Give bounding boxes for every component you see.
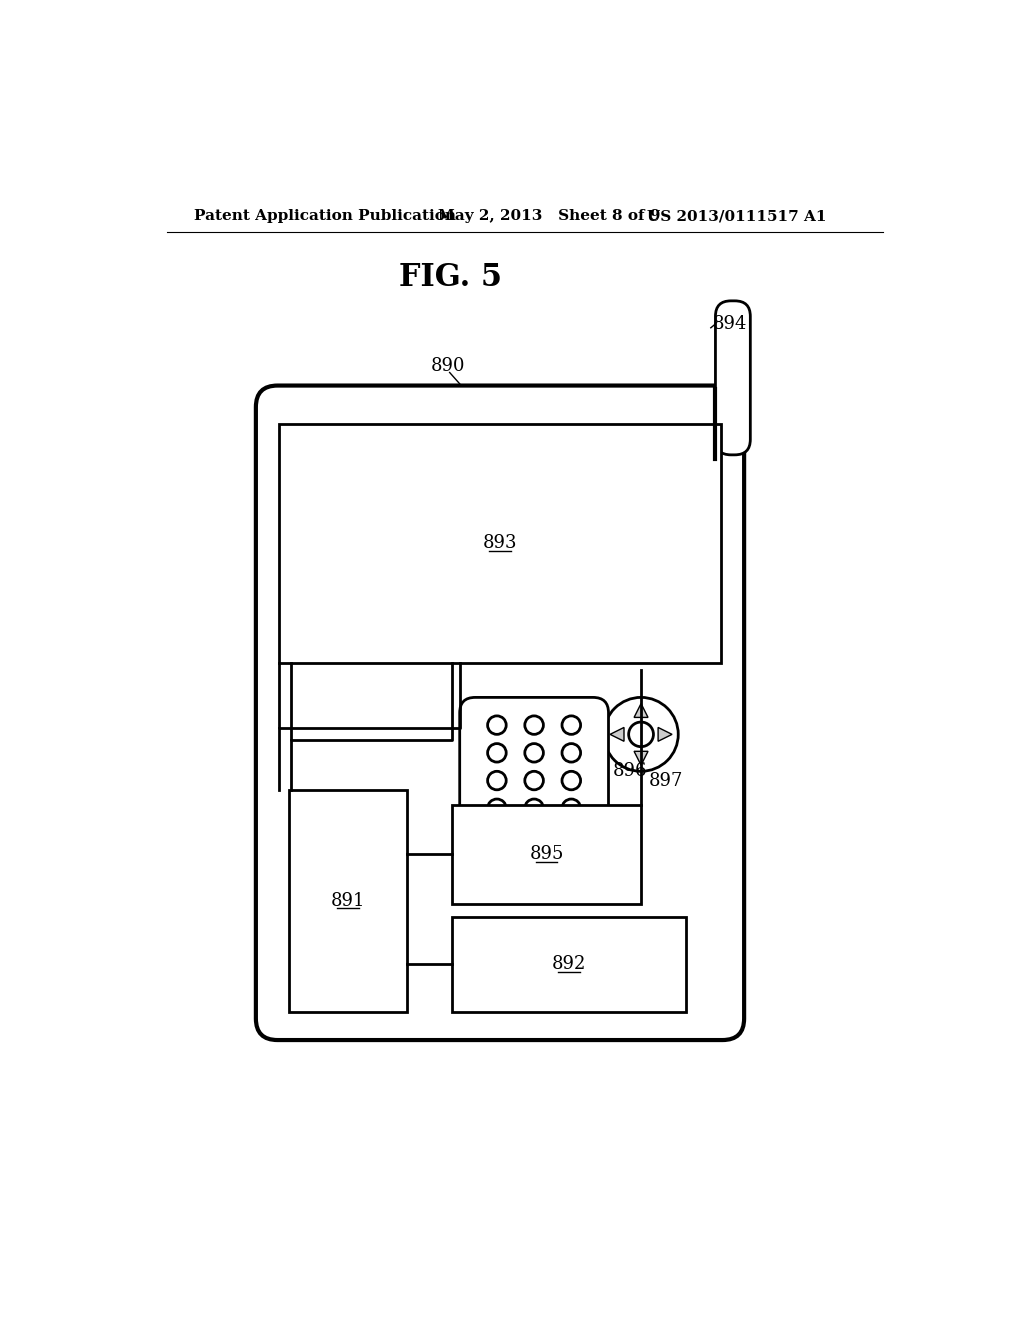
Text: FIG. 5: FIG. 5: [399, 263, 502, 293]
Polygon shape: [658, 727, 672, 742]
Circle shape: [562, 743, 581, 762]
Circle shape: [604, 697, 678, 771]
Circle shape: [487, 715, 506, 734]
Circle shape: [562, 799, 581, 817]
Circle shape: [525, 743, 544, 762]
Text: 895: 895: [529, 846, 563, 863]
Text: May 2, 2013   Sheet 8 of 9: May 2, 2013 Sheet 8 of 9: [438, 209, 660, 223]
Text: 891: 891: [331, 892, 366, 909]
Circle shape: [487, 743, 506, 762]
Circle shape: [562, 771, 581, 789]
Text: 894: 894: [713, 315, 748, 333]
Circle shape: [525, 715, 544, 734]
Circle shape: [562, 715, 581, 734]
Circle shape: [629, 722, 653, 747]
Text: US 2013/0111517 A1: US 2013/0111517 A1: [647, 209, 826, 223]
FancyBboxPatch shape: [452, 917, 686, 1011]
Polygon shape: [634, 704, 648, 718]
Text: 896: 896: [612, 762, 647, 780]
Text: 893: 893: [482, 535, 517, 552]
Polygon shape: [634, 751, 648, 766]
FancyBboxPatch shape: [289, 789, 407, 1011]
Text: 890: 890: [430, 358, 465, 375]
FancyBboxPatch shape: [460, 697, 608, 836]
FancyBboxPatch shape: [452, 805, 641, 904]
FancyBboxPatch shape: [716, 301, 751, 455]
Circle shape: [525, 771, 544, 789]
Text: Patent Application Publication: Patent Application Publication: [194, 209, 456, 223]
Text: 897: 897: [649, 772, 683, 789]
Text: 892: 892: [552, 956, 586, 973]
FancyBboxPatch shape: [280, 424, 721, 663]
Circle shape: [525, 799, 544, 817]
FancyBboxPatch shape: [256, 385, 744, 1040]
Polygon shape: [610, 727, 624, 742]
Circle shape: [487, 771, 506, 789]
Circle shape: [487, 799, 506, 817]
